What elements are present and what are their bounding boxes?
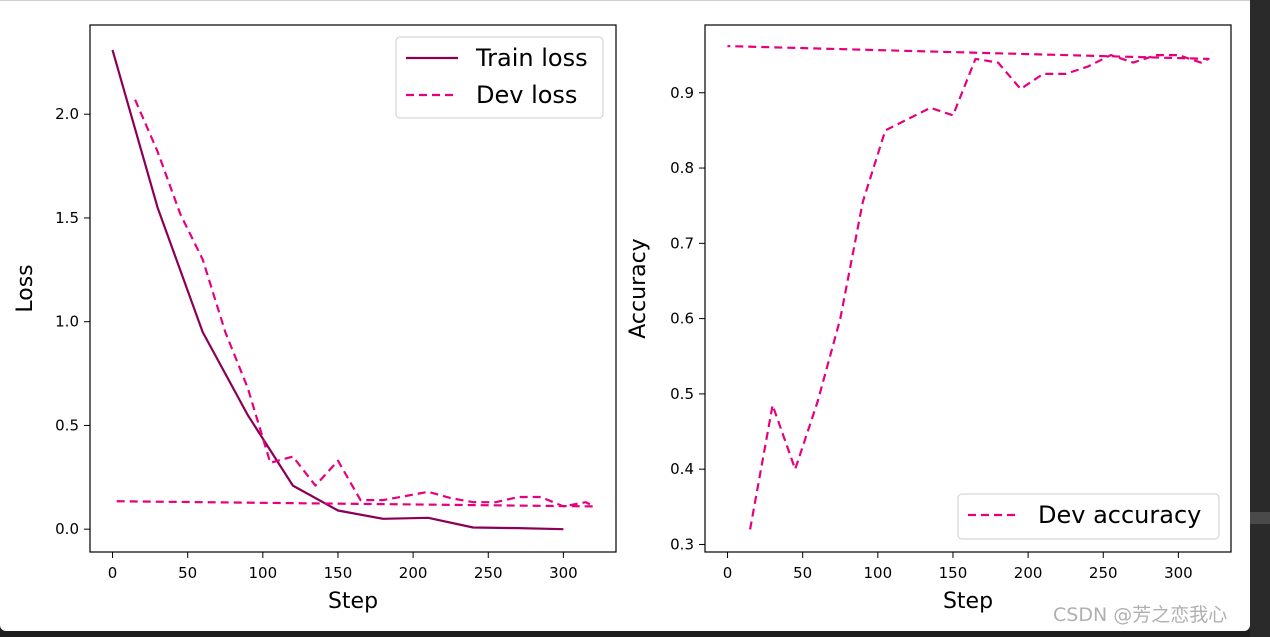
chart1-y-axis-title: Loss <box>13 264 38 312</box>
chart2-x-tick-label: 150 <box>939 564 968 582</box>
chart1-legend-label-train-loss: Train loss <box>475 44 588 72</box>
chart2-y-tick-label: 0.5 <box>670 385 694 403</box>
chart2-plot-frame <box>704 24 1232 553</box>
chart1-y-tick-label: 0.5 <box>55 416 79 434</box>
chart1-x-tick-label: 250 <box>474 564 503 582</box>
chart1-series-dev-loss-line <box>112 99 595 508</box>
chart1-x-tick-label: 150 <box>324 564 353 582</box>
chart1-y-tick-label: 1.5 <box>55 209 79 227</box>
chart1-series-train-loss-line <box>111 49 564 531</box>
chart1-y-tick-label: 0.0 <box>55 520 79 538</box>
chart2-y-axis-title: Accuracy <box>626 238 651 338</box>
chart2-x-tick-label: 50 <box>793 564 812 582</box>
chart2-y-tick-label: 0.7 <box>670 234 694 252</box>
chart1-x-tick-label: 300 <box>549 564 578 582</box>
csdn-watermark: CSDN @芳之恋我心 <box>1053 604 1228 626</box>
chart2-y-tick-label: 0.8 <box>670 159 694 177</box>
chart1-x-tick-label: 100 <box>249 564 278 582</box>
chart1-y-tick-label: 1.0 <box>55 313 79 331</box>
training-curves-figure: 0 50 100 150 200 250 300 0.0 0.5 1.0 1.5 2.0 Step Los… <box>13 24 1232 614</box>
chart1-x-axis-title: Step <box>328 589 378 614</box>
chart2-legend-box <box>957 493 1220 540</box>
chart2-y-tick-label: 0.3 <box>670 535 694 553</box>
window-scrollbar[interactable] <box>1250 0 1270 637</box>
chart2-y-tick-label: 0.6 <box>670 310 694 328</box>
chart1-y-tick-label: 2.0 <box>55 105 79 123</box>
chart2-x-tick-label: 0 <box>723 564 733 582</box>
chart1-plot-frame <box>89 24 617 553</box>
chart2-x-tick-label: 100 <box>864 564 893 582</box>
chart2-x-axis-title: Step <box>943 589 993 614</box>
chart2-series-dev-accuracy-line <box>727 45 1210 530</box>
chart2-legend-label-dev-accuracy: Dev accuracy <box>1038 501 1201 529</box>
chart1-x-tick-label: 200 <box>399 564 428 582</box>
chart2-x-tick-label: 250 <box>1089 564 1118 582</box>
chart1-x-tick-label: 0 <box>108 564 118 582</box>
chart1-legend-label-dev-loss: Dev loss <box>476 81 577 109</box>
chart2-x-tick-label: 200 <box>1014 564 1043 582</box>
chart2-x-tick-label: 300 <box>1164 564 1193 582</box>
chart1-x-tick-label: 50 <box>178 564 197 582</box>
chart2-y-tick-label: 0.4 <box>670 460 694 478</box>
scrollbar-thumb[interactable] <box>1250 512 1270 524</box>
chart2-y-tick-label: 0.9 <box>670 84 694 102</box>
